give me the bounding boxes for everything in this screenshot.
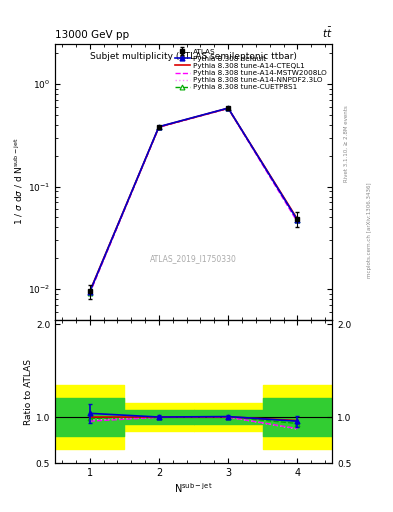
Pythia 8.308 tune-CUETP8S1 (87, 290, 92, 296)
Pythia 8.308 default (87, 289, 92, 295)
Text: ATLAS_2019_I1750330: ATLAS_2019_I1750330 (150, 254, 237, 264)
Pythia 8.308 tune-A14-NNPDF2.3LO (156, 124, 161, 130)
Y-axis label: 1 / $\sigma$ d$\sigma$ / d N$^{\mathrm{sub-jet}}$: 1 / $\sigma$ d$\sigma$ / d N$^{\mathrm{s… (13, 138, 25, 225)
Pythia 8.308 tune-A14-CTEQL1 (226, 105, 231, 111)
Pythia 8.308 tune-A14-MSTW2008LO (295, 219, 300, 225)
Text: $t\bar{t}$: $t\bar{t}$ (321, 26, 332, 40)
Pythia 8.308 tune-A14-MSTW2008LO (156, 124, 161, 131)
Pythia 8.308 tune-CUETP8S1 (226, 105, 231, 112)
X-axis label: N$^{\mathrm{sub-jet}}$: N$^{\mathrm{sub-jet}}$ (174, 481, 213, 495)
Text: 13000 GeV pp: 13000 GeV pp (55, 30, 129, 40)
Pythia 8.308 tune-A14-CTEQL1 (295, 216, 300, 222)
Text: Subjet multiplicity (ATLAS semileptonic ttbar): Subjet multiplicity (ATLAS semileptonic … (90, 52, 297, 61)
Pythia 8.308 default (226, 105, 231, 111)
Pythia 8.308 tune-CUETP8S1 (156, 124, 161, 130)
Line: Pythia 8.308 default: Pythia 8.308 default (87, 105, 300, 294)
Line: Pythia 8.308 tune-CUETP8S1: Pythia 8.308 tune-CUETP8S1 (87, 106, 300, 295)
Legend: ATLAS, Pythia 8.308 default, Pythia 8.308 tune-A14-CTEQL1, Pythia 8.308 tune-A14: ATLAS, Pythia 8.308 default, Pythia 8.30… (173, 47, 329, 92)
Pythia 8.308 tune-A14-NNPDF2.3LO (87, 290, 92, 296)
Pythia 8.308 tune-A14-NNPDF2.3LO (226, 105, 231, 112)
Text: Rivet 3.1.10, ≥ 2.8M events: Rivet 3.1.10, ≥ 2.8M events (344, 105, 349, 182)
Line: Pythia 8.308 tune-A14-MSTW2008LO: Pythia 8.308 tune-A14-MSTW2008LO (90, 109, 298, 293)
Line: Pythia 8.308 tune-A14-NNPDF2.3LO: Pythia 8.308 tune-A14-NNPDF2.3LO (90, 109, 298, 293)
Pythia 8.308 default (295, 217, 300, 223)
Y-axis label: Ratio to ATLAS: Ratio to ATLAS (24, 358, 33, 424)
Pythia 8.308 tune-A14-NNPDF2.3LO (295, 218, 300, 224)
Pythia 8.308 tune-A14-CTEQL1 (87, 289, 92, 295)
Pythia 8.308 tune-A14-CTEQL1 (156, 124, 161, 130)
Pythia 8.308 tune-A14-MSTW2008LO (87, 290, 92, 296)
Text: mcplots.cern.ch [arXiv:1306.3436]: mcplots.cern.ch [arXiv:1306.3436] (367, 183, 373, 278)
Line: Pythia 8.308 tune-A14-CTEQL1: Pythia 8.308 tune-A14-CTEQL1 (90, 108, 298, 292)
Pythia 8.308 tune-A14-MSTW2008LO (226, 105, 231, 112)
Pythia 8.308 default (156, 123, 161, 130)
Pythia 8.308 tune-CUETP8S1 (295, 217, 300, 223)
